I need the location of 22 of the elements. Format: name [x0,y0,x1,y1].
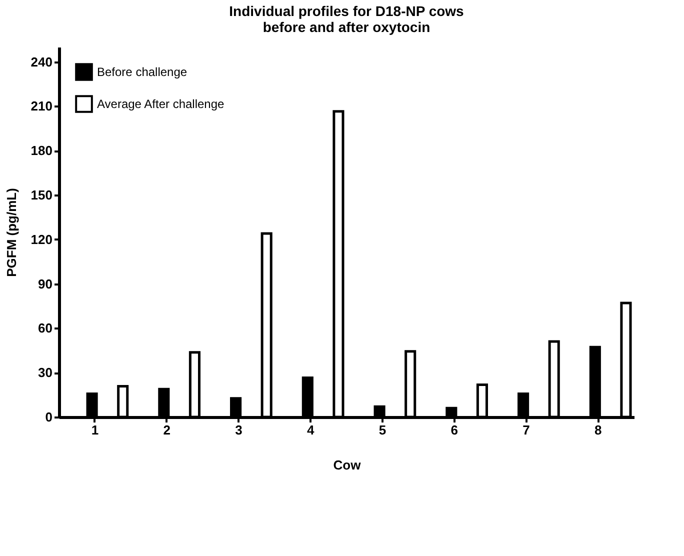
y-tick-label: 30 [38,365,52,380]
x-axis-title: Cow [333,458,362,472]
y-tick-label: 240 [30,54,52,70]
chart-title: Individual profiles for D18-NP cows before and after oxytocin [229,3,464,35]
x-tick-label: 5 [378,422,386,438]
x-tick-label: 6 [450,422,458,438]
y-tick-label: 180 [30,143,52,158]
y-tick-label: 90 [38,276,52,292]
x-tick-label: 7 [522,422,530,438]
y-tick-label: 120 [30,232,52,247]
x-tick-label: 3 [235,422,242,438]
legend-label: Average After challenge [97,97,225,111]
x-tick-label: 2 [163,422,170,438]
y-axis-title: PGFM (pg/mL) [4,188,19,277]
y-tick-label: 0 [45,410,52,424]
x-tick-label: 8 [594,422,602,438]
y-tick-label: 60 [38,320,52,336]
x-tick-label: 1 [91,422,99,438]
y-tick-label: 150 [30,188,52,202]
legend-label: Before challenge [97,65,188,79]
x-tick-label: 4 [306,422,315,438]
y-tick-label: 210 [30,98,52,114]
